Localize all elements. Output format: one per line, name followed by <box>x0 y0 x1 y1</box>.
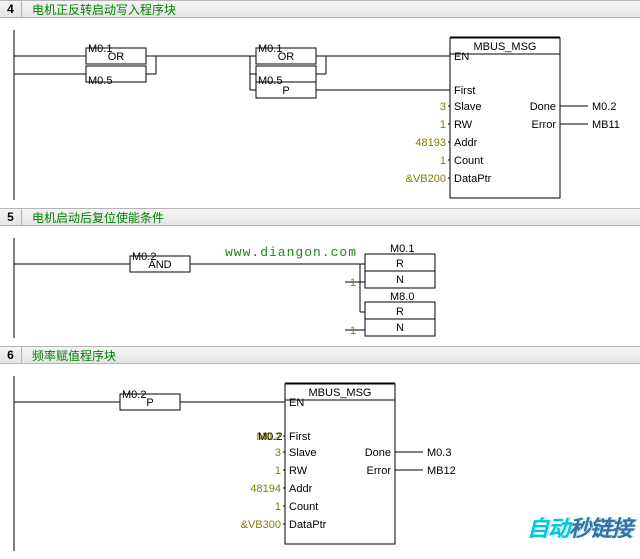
svg-text:Error: Error <box>532 119 557 131</box>
logo: 自动秒链接 <box>527 511 632 543</box>
svg-text:M0.1: M0.1 <box>390 243 414 255</box>
svg-text:&VB200: &VB200 <box>406 173 446 185</box>
svg-text:Addr: Addr <box>289 483 313 495</box>
svg-text:1: 1 <box>350 325 356 337</box>
svg-text:N: N <box>396 274 404 286</box>
rung-title: 频率赋值程序块 <box>22 347 116 364</box>
svg-text:EN: EN <box>454 51 469 63</box>
rung-header: 6频率赋值程序块 <box>0 346 640 364</box>
svg-text:MBUS_MSG: MBUS_MSG <box>474 41 537 53</box>
svg-text:M0.1: M0.1 <box>88 43 112 55</box>
rung-header: 4电机正反转启动写入程序块 <box>0 0 640 18</box>
rung-index: 5 <box>0 209 22 225</box>
svg-text:1: 1 <box>350 277 356 289</box>
svg-text:RW: RW <box>289 465 308 477</box>
rung-title: 电机启动后复位使能条件 <box>22 209 164 226</box>
ladder-canvas: ANDRNRNM0.2M0.1M8.011 <box>0 226 640 346</box>
svg-text:MB11: MB11 <box>592 119 620 131</box>
svg-text:M0.2: M0.2 <box>592 101 616 113</box>
svg-text:&VB300: &VB300 <box>241 519 281 531</box>
svg-text:1: 1 <box>440 155 446 167</box>
svg-text:48194: 48194 <box>250 483 281 495</box>
svg-text:Slave: Slave <box>454 101 482 113</box>
svg-text:M0.2: M0.2 <box>258 431 282 443</box>
svg-text:N: N <box>396 322 404 334</box>
svg-text:48193: 48193 <box>415 137 446 149</box>
svg-text:Done: Done <box>365 447 391 459</box>
svg-text:R: R <box>396 258 404 270</box>
ladder-canvas: ORORPMBUS_MSGENFirstSlave3RW1Addr48193Co… <box>0 18 640 208</box>
svg-text:Count: Count <box>454 155 483 167</box>
svg-text:First: First <box>289 431 310 443</box>
svg-text:M0.3: M0.3 <box>427 447 451 459</box>
svg-text:MBUS_MSG: MBUS_MSG <box>309 387 372 399</box>
svg-text:RW: RW <box>454 119 473 131</box>
svg-text:Error: Error <box>367 465 392 477</box>
svg-text:M0.5: M0.5 <box>258 75 282 87</box>
svg-text:R: R <box>396 306 404 318</box>
svg-text:MB12: MB12 <box>427 465 456 477</box>
svg-text:Count: Count <box>289 501 318 513</box>
rung-title: 电机正反转启动写入程序块 <box>22 1 176 18</box>
svg-text:Done: Done <box>530 101 556 113</box>
rung-header: 5电机启动后复位使能条件 <box>0 208 640 226</box>
svg-text:P: P <box>282 85 289 97</box>
watermark: www.diangon.com <box>225 245 357 260</box>
svg-text:P: P <box>146 397 153 409</box>
svg-text:1: 1 <box>440 119 446 131</box>
svg-text:First: First <box>454 85 475 97</box>
rung-index: 4 <box>0 1 22 17</box>
svg-text:DataPtr: DataPtr <box>454 173 492 185</box>
rung-index: 6 <box>0 347 22 363</box>
svg-text:3: 3 <box>440 101 446 113</box>
svg-text:M0.2: M0.2 <box>132 251 156 263</box>
svg-text:Slave: Slave <box>289 447 317 459</box>
svg-text:DataPtr: DataPtr <box>289 519 327 531</box>
svg-text:1: 1 <box>275 501 281 513</box>
svg-text:M0.1: M0.1 <box>258 43 282 55</box>
svg-text:Addr: Addr <box>454 137 478 149</box>
svg-text:3: 3 <box>275 447 281 459</box>
svg-text:M0.5: M0.5 <box>88 75 112 87</box>
svg-text:1: 1 <box>275 465 281 477</box>
svg-text:M8.0: M8.0 <box>390 291 414 303</box>
svg-text:EN: EN <box>289 397 304 409</box>
svg-text:M0.2: M0.2 <box>122 389 146 401</box>
